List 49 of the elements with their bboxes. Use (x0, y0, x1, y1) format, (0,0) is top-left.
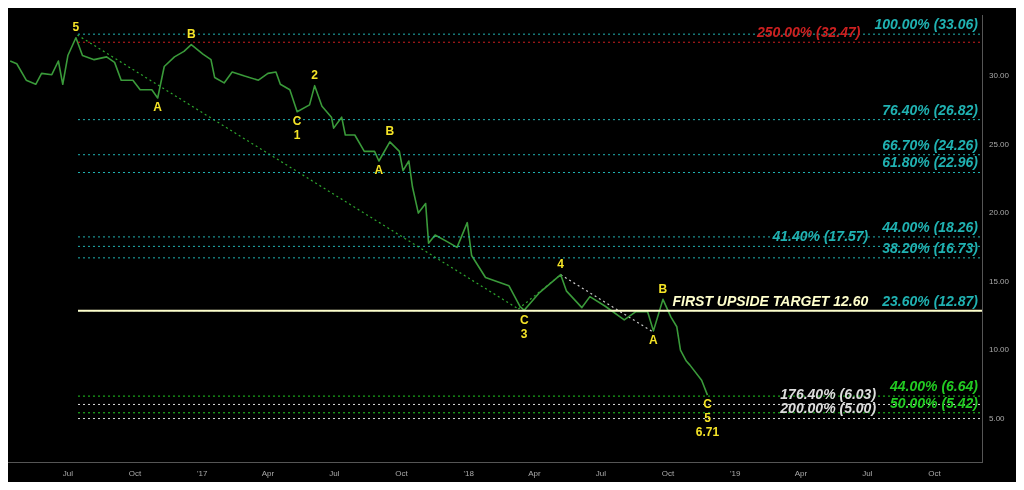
x-tick-label: '18 (463, 469, 475, 479)
ref-line-label: 50.00% (5.42) (890, 394, 979, 411)
ref-line-label: 44.00% (18.26) (881, 218, 979, 235)
annotation: C (703, 397, 713, 412)
annotation: 3 (520, 326, 528, 341)
ref-line-label: 23.60% (12.87) (881, 292, 979, 309)
x-tick-label: Apr (261, 469, 275, 479)
annotation: 5 (72, 20, 80, 35)
x-tick-label: Jul (62, 469, 74, 479)
annotation: 4 (557, 257, 565, 272)
ref-line-label: 176.40% (6.03) (780, 386, 877, 403)
annotation: 1 (293, 128, 301, 143)
annotation: A (374, 163, 384, 178)
ref-line-label: 250.00% (32.47) (755, 24, 861, 41)
annotation: C (292, 114, 302, 129)
ref-line-label: 66.70% (24.26) (882, 136, 979, 153)
y-tick-label: 20.00 (989, 208, 1010, 218)
y-tick-label: 10.00 (989, 345, 1010, 355)
annotation: 5 (704, 411, 712, 426)
x-tick-label: Jul (329, 469, 340, 479)
annotation: B (658, 281, 668, 296)
x-tick-label: Oct (395, 469, 409, 479)
x-tick-label: Jul (595, 469, 607, 479)
x-tick-label: Apr (794, 469, 808, 479)
annotation: B (186, 26, 196, 41)
annotation: A (649, 333, 659, 348)
y-tick-label: 5.00 (989, 413, 1006, 423)
x-tick-label: Jul (862, 469, 873, 479)
annotation: 6.71 (695, 425, 720, 440)
ref-line-label: 76.40% (26.82) (882, 101, 979, 118)
x-tick-label: '19 (730, 469, 741, 479)
ref-line-label: 44.00% (6.64) (889, 377, 979, 394)
annotation: A (153, 100, 163, 115)
x-tick-label: Oct (661, 469, 676, 479)
ref-line-label: 41.40% (17.57) (771, 228, 869, 245)
y-tick-label: 25.00 (989, 139, 1010, 149)
x-tick-label: '17 (197, 469, 208, 479)
ref-line-label: 100.00% (33.06) (874, 16, 979, 33)
ref-line-label: 61.80% (22.96) (882, 154, 979, 171)
annotation: B (385, 124, 395, 139)
x-tick-label: Apr (528, 469, 541, 479)
ref-line-label: FIRST UPSIDE TARGET 12.60 (672, 292, 869, 309)
annotation: 2 (311, 67, 319, 82)
x-tick-label: Oct (928, 469, 942, 479)
y-tick-label: 30.00 (989, 71, 1010, 81)
annotation: C (519, 312, 529, 327)
y-tick-label: 15.00 (989, 276, 1010, 286)
ref-line-label: 38.20% (16.73) (882, 239, 979, 256)
x-tick-label: Oct (128, 469, 143, 479)
